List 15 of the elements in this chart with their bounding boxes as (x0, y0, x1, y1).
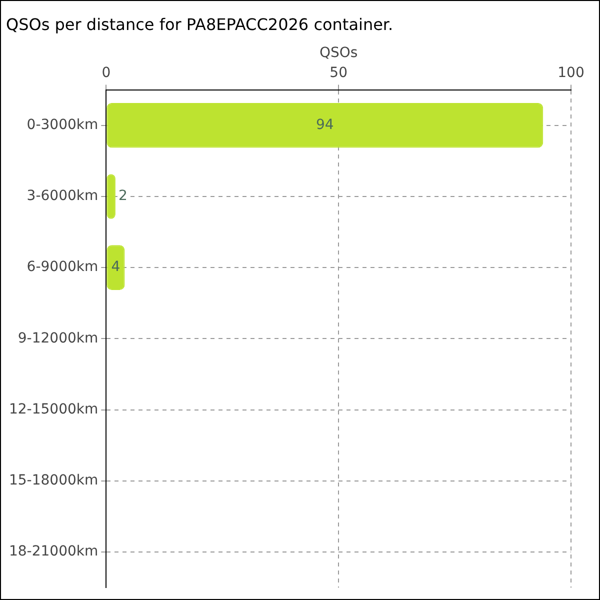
y-tick-label: 15-18000km (8, 472, 98, 489)
x-axis-title: QSOs (319, 45, 358, 62)
y-tick-label: 0-3000km (26, 117, 98, 133)
chart-title: QSOs per distance for PA8EPACC2026 container. (6, 14, 394, 34)
x-tick-label: 50 (330, 65, 348, 82)
x-tick-label: 0 (102, 65, 111, 82)
y-tick-label: 3-6000km (26, 188, 98, 204)
data-label: 4 (111, 259, 120, 276)
y-tick-label: 6-9000km (26, 259, 98, 276)
x-tick-label: 100 (558, 65, 584, 82)
data-label: 94 (316, 117, 334, 133)
y-tick-label: 12-15000km (8, 401, 98, 418)
y-tick-label: 9-12000km (18, 330, 98, 346)
data-label: 2 (118, 188, 128, 204)
y-tick-label: 18-21000km (8, 544, 98, 560)
